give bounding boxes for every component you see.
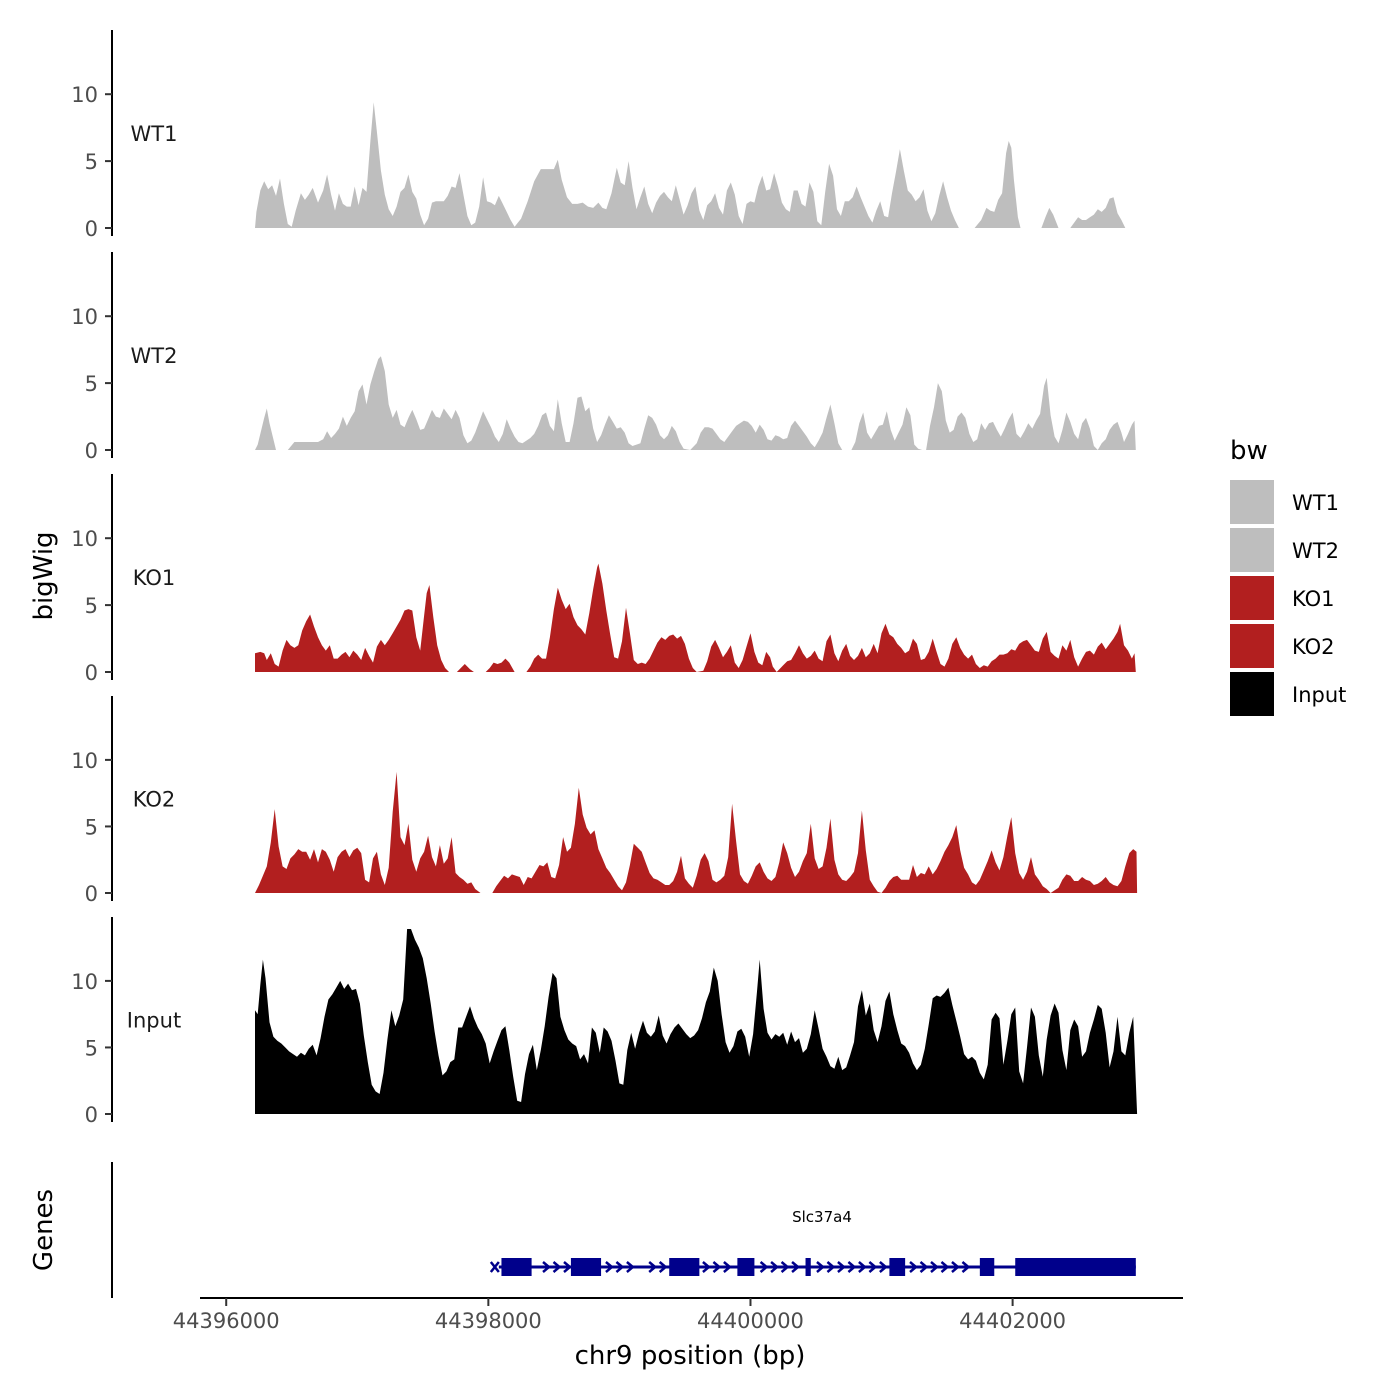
y-tick-label: 0 [85,882,98,906]
y-axis-label: bigWig [29,531,59,620]
y-tick-label: 10 [71,305,98,329]
strand-arrow [951,1261,960,1273]
strand-arrow [930,1261,939,1273]
strand-arrow [723,1261,732,1273]
gene-start-marker [489,1261,500,1273]
coverage-area-ko2 [255,771,1138,893]
legend: bw WT1 WT2 KO1 KO2 Input [1230,436,1346,716]
track-wt2: 0 5 10 WT2 [71,252,1136,463]
track-label: WT1 [131,122,178,146]
strand-arrow [542,1261,551,1273]
track-input: 0 5 10 Input [71,917,1138,1127]
strand-arrow [702,1261,711,1273]
y-tick-label: 5 [85,594,98,618]
legend-swatch-input [1230,672,1274,716]
strand-arrow [759,1261,769,1273]
y-tick-label: 5 [85,815,98,839]
legend-label: WT1 [1292,491,1339,515]
track-wt1: 0 5 10 WT1 [71,30,1126,241]
coverage-area-input [255,929,1138,1114]
legend-swatch-wt2 [1230,528,1274,572]
exon [737,1258,755,1276]
coverage-area-wt2 [255,356,1136,450]
legend-label: KO1 [1292,587,1335,611]
coverage-tracks: 0 5 10 WT1 0 5 10 WT2 0 5 10 KO1 0 5 10 KO2 0 5 10 Input [71,30,1138,1127]
y-tick-label: 10 [71,527,98,551]
x-tick-label: 44396000 [173,1309,280,1333]
strand-arrow [858,1261,867,1273]
legend-label: KO2 [1292,635,1335,659]
strand-arrow [615,1261,625,1273]
y-tick-label: 0 [85,217,98,241]
strand-arrow [816,1261,825,1273]
y-tick-label: 0 [85,439,98,463]
strand-arrow [605,1261,614,1273]
strand-arrow [961,1261,971,1273]
y-tick-label: 5 [85,372,98,396]
strand-arrow [847,1261,857,1273]
legend-label: WT2 [1292,539,1339,563]
track-label: KO2 [133,787,176,811]
strand-arrow [770,1261,780,1273]
strand-arrow [919,1261,929,1273]
legend-title: bw [1230,436,1268,466]
legend-label: Input [1292,683,1346,707]
exon [570,1258,602,1276]
y-tick-label: 5 [85,150,98,174]
legend-swatch-ko1 [1230,576,1274,620]
gene-name-label: Slc37a4 [792,1208,852,1226]
y-tick-label: 0 [85,661,98,685]
exon [979,1258,995,1276]
strand-arrow [712,1261,722,1273]
strand-arrow [658,1261,668,1273]
x-tick-label: 44398000 [435,1309,542,1333]
strand-arrow [648,1261,658,1273]
genes-panel: Slc37a4 [111,1162,1136,1298]
strand-arrow [552,1261,562,1273]
x-axis: 44396000 44398000 44400000 44402000 [173,1297,1183,1333]
track-label: Input [127,1008,181,1032]
strand-arrow [563,1261,572,1273]
track-ko2: 0 5 10 KO2 [71,696,1138,906]
strand-arrow [909,1261,918,1273]
strand-arrow [791,1261,800,1273]
strand-arrow [826,1261,836,1273]
coverage-area-wt1 [255,102,1126,228]
x-axis-label: chr9 position (bp) [575,1341,806,1371]
exon [1015,1258,1136,1276]
strand-arrow [868,1261,878,1273]
strand-arrow [780,1261,790,1273]
strand-arrow [626,1261,635,1273]
strand-arrow [837,1261,846,1273]
genes-axis-label: Genes [29,1189,59,1271]
track-ko1: 0 5 10 KO1 [71,474,1136,685]
gene-model [489,1258,1136,1276]
track-label: WT2 [131,344,178,368]
strand-arrow [940,1261,950,1273]
exon [501,1258,532,1276]
track-label: KO1 [133,566,176,590]
y-tick-label: 10 [71,970,98,994]
y-tick-label: 0 [85,1103,98,1127]
coverage-area-ko1 [255,563,1136,672]
legend-swatch-ko2 [1230,624,1274,668]
x-tick-label: 44402000 [959,1309,1066,1333]
legend-swatch-wt1 [1230,480,1274,524]
exon [805,1258,811,1276]
strand-arrow [879,1261,888,1273]
y-tick-label: 10 [71,749,98,773]
exon [669,1258,700,1276]
exon [889,1258,906,1276]
y-tick-label: 5 [85,1036,98,1060]
x-tick-label: 44400000 [697,1309,804,1333]
y-tick-label: 10 [71,83,98,107]
